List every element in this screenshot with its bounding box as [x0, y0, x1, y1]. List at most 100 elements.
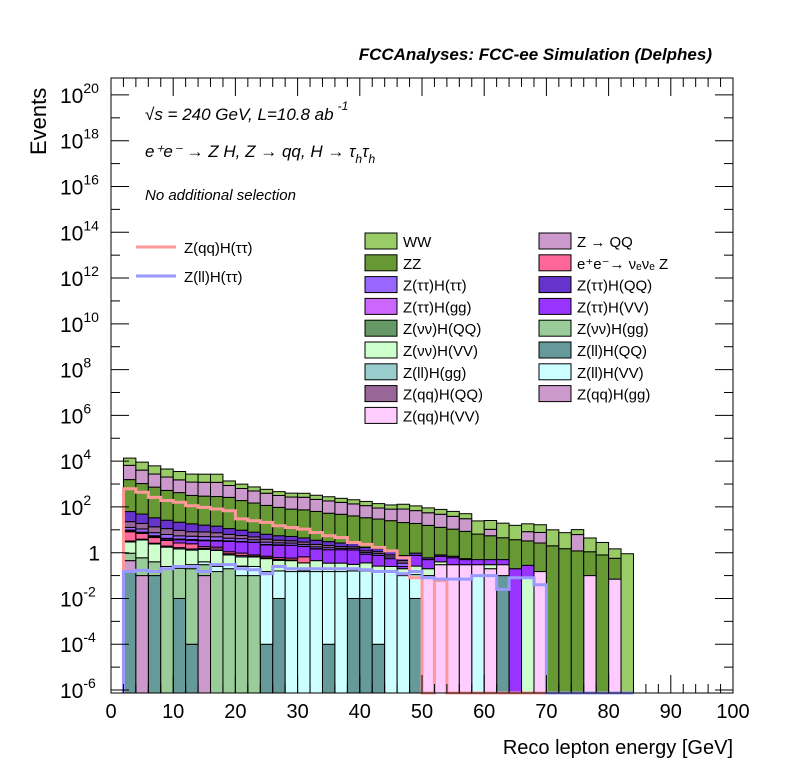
- bar-ww-bin-9: [234, 483, 249, 489]
- bar-z-h-qq--bin-4: [172, 521, 187, 531]
- bar-z-qq-bin-20: [371, 507, 386, 520]
- x-tick-label: 30: [286, 701, 308, 723]
- bar-z-qq-bin-26: [446, 515, 460, 530]
- bar-z-h-qq--bin-2: [147, 517, 162, 528]
- bar-z-h-vv--bin-10: [247, 541, 261, 556]
- bar-z-qq-bin-14: [297, 496, 311, 511]
- bar-z-h-vv--bin-28: [471, 559, 485, 566]
- bar-ww-bin-11: [259, 488, 274, 494]
- bar-z-ll-h-qq--bin-16: [321, 643, 336, 694]
- bar-z-ll-h-qq--bin-11: [259, 643, 274, 694]
- bar-ww-bin-38: [595, 541, 610, 556]
- bar-z-qq-h-gg--bin-6: [197, 575, 212, 694]
- legend-label: Z(qq)H(QQ): [403, 387, 483, 404]
- bar-ww-bin-36: [570, 529, 585, 536]
- legend-signal-label: Z(qq)H(ττ): [184, 240, 253, 257]
- bar-z-qq-bin-4: [172, 479, 187, 494]
- bar-z-ll-h-vv--bin-13: [284, 571, 299, 694]
- bar-z-h-qq--bin-9: [234, 529, 249, 537]
- bar-ww-bin-16: [321, 496, 336, 502]
- bar-ww-bin-18: [346, 499, 361, 505]
- legend-label: Z → QQ: [577, 234, 633, 251]
- bar-zz-bin-8: [222, 496, 236, 530]
- y-tick-label: 10-4: [60, 629, 96, 657]
- bar-z-qq-h-qq--bin-2: [147, 526, 162, 534]
- bar-z-ll-h-vv--bin-28: [471, 575, 485, 694]
- bar-z-h-gg--bin-10: [247, 575, 261, 694]
- bar-z-h--bin-3: [160, 533, 174, 539]
- bar-z-h-qq--bin-0: [122, 511, 137, 523]
- y-tick-label: 1010: [60, 309, 99, 337]
- bar-z-h-qq--bin-17: [334, 542, 348, 548]
- bar-z-ll-h-qq--bin-0: [122, 571, 137, 694]
- x-tick-label: 10: [162, 701, 184, 723]
- bar-z-h-vv--bin-7: [210, 540, 224, 548]
- legend-swatch: [538, 319, 572, 337]
- bar-z-h-qq--bin-16: [321, 541, 336, 547]
- bar-z-qq-bin-15: [309, 498, 323, 512]
- bar-z-ll-h-vv--bin-22: [396, 575, 411, 694]
- bar-z-ll-h-qq--bin-30: [496, 575, 510, 694]
- bar-z-h-vv--bin-26: [446, 557, 460, 566]
- legend-swatch: [538, 385, 572, 403]
- bar-zz-bin-4: [172, 492, 187, 523]
- bar-ww-bin-6: [197, 473, 212, 483]
- bar-zz-bin-3: [160, 489, 174, 521]
- bar-z-h-vv--bin-4: [172, 548, 187, 567]
- bar-e-e-z-bin-2: [147, 537, 162, 544]
- bar-z-qq-bin-17: [334, 501, 348, 515]
- bar-ww-bin-19: [359, 500, 373, 507]
- bar-ww-bin-29: [483, 520, 498, 530]
- bar-z-h-vv--bin-2: [147, 543, 162, 563]
- bar-zz-bin-23: [409, 522, 423, 554]
- bar-z-h-gg--bin-5: [185, 568, 199, 645]
- bar-z-qq-h-qq--bin-7: [210, 532, 224, 538]
- bar-ww-bin-31: [508, 524, 523, 541]
- bar-z-qq-bin-32: [521, 531, 535, 542]
- bar-ww-bin-32: [521, 523, 535, 533]
- legend-label: e⁺e⁻→ νₑνₑ Z: [577, 256, 668, 273]
- bar-z-h-vv--bin-0: [122, 541, 137, 554]
- y-axis-label: Events: [26, 88, 51, 155]
- bar-ww-bin-8: [222, 480, 236, 487]
- bar-z-h-vv--bin-1: [135, 539, 149, 559]
- selection-annotation: No additional selection: [145, 187, 296, 204]
- x-tick-label: 100: [716, 701, 749, 723]
- bar-z-ll-h-vv--bin-18: [346, 570, 361, 599]
- x-tick-label: 50: [411, 701, 433, 723]
- bar-z-h-vv--bin-24: [421, 559, 435, 570]
- bar-e-e-z-bin-3: [160, 539, 174, 547]
- legend-label: Z(ττ)H(VV): [577, 299, 649, 316]
- bar-ww-bin-17: [334, 497, 348, 503]
- bar-z-qq-bin-18: [346, 503, 361, 517]
- bar-zz-bin-33: [533, 542, 547, 573]
- bar-zz-bin-32: [521, 540, 535, 566]
- bar-zz-bin-21: [384, 520, 398, 553]
- signal-line-1: [121, 563, 634, 695]
- bar-z-ll-h-vv--bin-20: [371, 571, 386, 645]
- bar-z-h-vv--bin-29: [483, 564, 498, 570]
- bar-z-h-qq--bin-3: [160, 519, 174, 530]
- bar-z-ll-h-qq--bin-2: [147, 575, 162, 694]
- bar-z-qq-h-qq--bin-0: [122, 521, 137, 528]
- bar-ww-bin-13: [284, 492, 299, 498]
- bar-ww-bin-23: [409, 505, 423, 512]
- legend-swatch: [364, 297, 398, 315]
- bar-z-qq-bin-13: [284, 496, 299, 510]
- bar-z-qq-h-vv--bin-27: [458, 564, 473, 694]
- bar-z-ll-h-qq--bin-23: [409, 597, 423, 694]
- bar-z-qq-h-vv--bin-28: [471, 564, 485, 577]
- legend-label: Z(νν)H(VV): [403, 343, 478, 360]
- bar-z-h-qq--bin-6: [197, 524, 212, 533]
- bar-z-h-vv--bin-10: [247, 556, 261, 567]
- bar-ww-bin-4: [172, 471, 187, 481]
- legend-swatch: [364, 254, 398, 272]
- bar-ww-bin-1: [135, 461, 149, 471]
- bar-z-h-vv--bin-5: [185, 549, 199, 566]
- legend-swatch: [538, 297, 572, 315]
- legend: Z(qq)H(ττ) Z(ll)H(ττ) WW Z → QQ ZZ e⁺e⁻→ νₑνₑ…: [136, 232, 668, 425]
- bar-z-qq-bin-19: [359, 505, 373, 519]
- bar-z-h-vv--bin-6: [197, 548, 212, 563]
- bar-z-h-vv--bin-11: [259, 558, 274, 573]
- bar-z-h-qq--bin-8: [222, 528, 236, 535]
